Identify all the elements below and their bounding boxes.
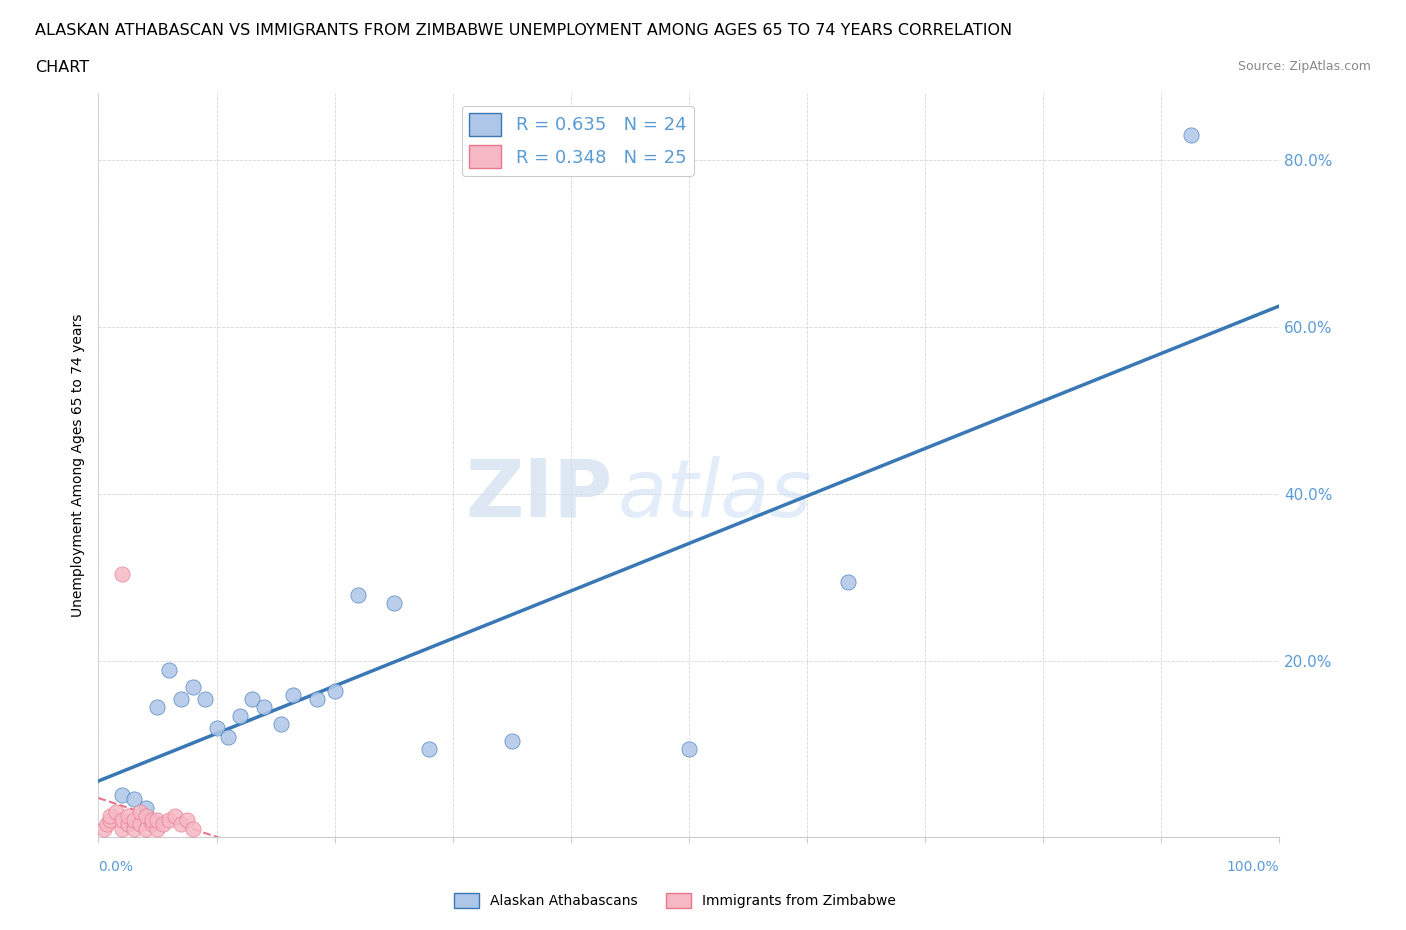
- Point: [128, 804, 150, 819]
- Point: [181, 821, 204, 836]
- Point: [418, 742, 440, 757]
- Point: [217, 729, 239, 744]
- Point: [837, 575, 859, 590]
- Point: [146, 700, 169, 715]
- Y-axis label: Unemployment Among Ages 65 to 74 years: Unemployment Among Ages 65 to 74 years: [70, 313, 84, 617]
- Point: [382, 595, 405, 610]
- Point: [181, 679, 204, 694]
- Point: [146, 813, 169, 828]
- Text: ALASKAN ATHABASCAN VS IMMIGRANTS FROM ZIMBABWE UNEMPLOYMENT AMONG AGES 65 TO 74 : ALASKAN ATHABASCAN VS IMMIGRANTS FROM ZI…: [35, 23, 1012, 38]
- Point: [135, 809, 157, 824]
- Text: 100.0%: 100.0%: [1227, 860, 1279, 874]
- Point: [323, 684, 346, 698]
- Text: atlas: atlas: [619, 456, 813, 534]
- Point: [122, 792, 145, 807]
- Point: [117, 817, 139, 832]
- Point: [229, 709, 252, 724]
- Point: [135, 801, 157, 816]
- Point: [111, 566, 134, 581]
- Legend: R = 0.635   N = 24, R = 0.348   N = 25: R = 0.635 N = 24, R = 0.348 N = 25: [461, 106, 693, 176]
- Point: [141, 817, 163, 832]
- Point: [205, 721, 228, 736]
- Point: [111, 821, 134, 836]
- Point: [111, 813, 134, 828]
- Point: [501, 734, 523, 749]
- Point: [122, 813, 145, 828]
- Point: [1180, 127, 1202, 142]
- Point: [96, 817, 118, 832]
- Text: 0.0%: 0.0%: [98, 860, 134, 874]
- Point: [98, 813, 121, 828]
- Point: [141, 813, 163, 828]
- Point: [165, 809, 187, 824]
- Point: [117, 809, 139, 824]
- Point: [253, 700, 276, 715]
- Point: [176, 813, 198, 828]
- Point: [678, 742, 700, 757]
- Point: [98, 809, 121, 824]
- Point: [157, 662, 180, 677]
- Point: [122, 821, 145, 836]
- Point: [152, 817, 174, 832]
- Legend: Alaskan Athabascans, Immigrants from Zimbabwe: Alaskan Athabascans, Immigrants from Zim…: [449, 888, 901, 914]
- Text: ZIP: ZIP: [465, 456, 612, 534]
- Point: [170, 692, 193, 707]
- Point: [93, 821, 115, 836]
- Point: [135, 821, 157, 836]
- Point: [128, 817, 150, 832]
- Point: [194, 692, 217, 707]
- Point: [111, 788, 134, 803]
- Text: Source: ZipAtlas.com: Source: ZipAtlas.com: [1237, 60, 1371, 73]
- Point: [240, 692, 263, 707]
- Point: [305, 692, 328, 707]
- Point: [270, 717, 292, 732]
- Point: [105, 804, 128, 819]
- Point: [157, 813, 180, 828]
- Point: [170, 817, 193, 832]
- Point: [146, 821, 169, 836]
- Point: [283, 687, 305, 702]
- Point: [347, 587, 370, 602]
- Text: CHART: CHART: [35, 60, 89, 75]
